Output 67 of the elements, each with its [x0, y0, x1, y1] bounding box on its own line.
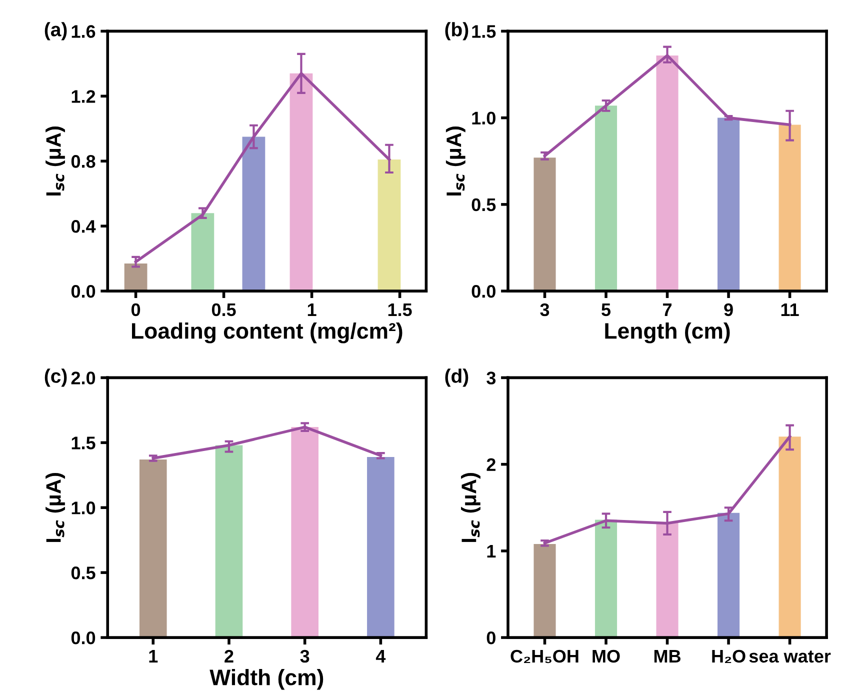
y-tick-label: 0.0 — [71, 631, 96, 644]
x-tick-label: 11 — [781, 304, 799, 316]
bar — [367, 456, 394, 638]
bar — [778, 124, 801, 292]
bar — [778, 436, 801, 638]
bar — [191, 213, 214, 292]
x-tick-label: C₂H₅OH — [510, 650, 578, 664]
x-axis-title: Width (cm) — [210, 668, 324, 690]
y-axis-title: I$_{sc}$ (μA) — [446, 126, 466, 196]
x-tick-label: sea water — [749, 650, 831, 663]
y-tick-label: 0.0 — [71, 284, 96, 298]
y-tick-label: 1.5 — [72, 436, 96, 450]
bar — [718, 512, 740, 638]
y-tick-label: 0.5 — [472, 198, 496, 212]
y-tick-label: 2.0 — [71, 372, 96, 384]
y-tick-label: 2 — [486, 458, 496, 471]
y-tick-label: 1.5 — [472, 25, 496, 38]
y-tick-label: 0.0 — [472, 284, 496, 298]
chart-title: (b) — [445, 22, 468, 40]
y-tick-label: 1 — [487, 545, 496, 558]
x-tick-label: MB — [654, 650, 680, 662]
bar — [291, 427, 318, 638]
y-axis-title: I$_{sc}$ (μA) — [46, 126, 66, 196]
chart-title: (a) — [44, 22, 67, 40]
y-tick-label: 3 — [486, 372, 496, 384]
bar — [534, 544, 556, 638]
y-tick-label: 1.0 — [72, 502, 96, 514]
y-tick-label: 0.4 — [71, 220, 96, 233]
x-tick-label: 1 — [149, 650, 158, 662]
x-tick-label: 0 — [131, 303, 140, 316]
y-tick-label: 0.8 — [71, 155, 96, 168]
bar — [124, 263, 148, 292]
x-tick-label: MO — [592, 650, 620, 663]
y-axis-title: I$_{sc}$ (μA) — [461, 473, 480, 542]
x-tick-label: 5 — [602, 304, 611, 316]
y-axis-title: I$_{sc}$ (μA) — [46, 473, 66, 542]
x-axis-title: Length (cm) — [605, 322, 730, 344]
x-axis-title: Loading content (mg/cm²) — [132, 322, 402, 344]
bar — [534, 158, 556, 292]
bar — [656, 522, 678, 638]
y-tick-label: 1.6 — [72, 25, 96, 38]
x-tick-label: 1 — [308, 304, 316, 316]
x-tick-label: 4 — [376, 650, 386, 662]
x-tick-label: 7 — [663, 304, 672, 316]
x-tick-label: H₂O — [712, 650, 746, 664]
x-tick-label: 0.5 — [212, 303, 236, 316]
bar — [215, 445, 243, 638]
y-tick-label: 0.5 — [71, 566, 96, 580]
bar — [290, 73, 313, 292]
x-tick-label: 3 — [300, 650, 310, 663]
x-tick-label: 9 — [724, 303, 733, 316]
x-tick-label: 3 — [540, 303, 550, 316]
bar — [139, 460, 167, 638]
line-series — [152, 426, 382, 460]
bar — [242, 136, 266, 292]
y-tick-label: 0 — [486, 631, 496, 644]
bar — [378, 160, 401, 292]
y-tick-label: 1.2 — [72, 90, 96, 103]
bar — [594, 520, 618, 638]
bar — [718, 118, 740, 292]
x-tick-label: 2 — [224, 650, 234, 662]
chart-title: (d) — [445, 368, 468, 387]
x-tick-label: 1.5 — [388, 304, 412, 316]
chart-title: (c) — [44, 368, 67, 387]
bar — [656, 55, 678, 292]
bar — [594, 106, 618, 292]
y-tick-label: 1.0 — [472, 112, 496, 125]
